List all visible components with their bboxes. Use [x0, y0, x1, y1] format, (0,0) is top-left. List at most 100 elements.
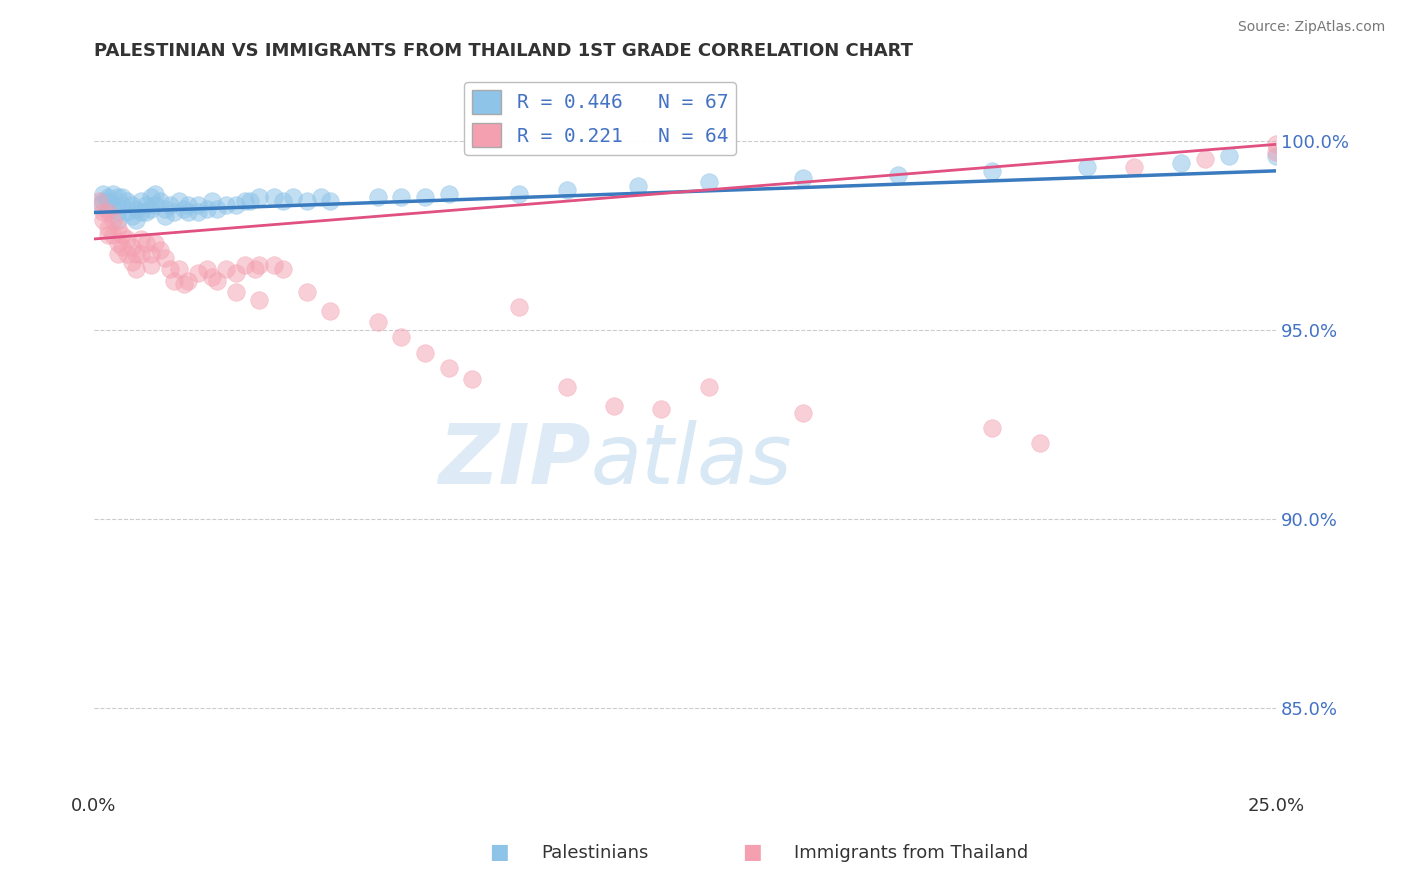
- Point: [145, 198, 167, 212]
- Point: [149, 194, 172, 208]
- Point: [129, 247, 152, 261]
- Point: [115, 232, 138, 246]
- Point: [93, 205, 115, 219]
- Point: [149, 244, 172, 258]
- Point: [101, 228, 124, 243]
- Point: [93, 194, 115, 208]
- Point: [197, 202, 219, 216]
- Text: ■: ■: [742, 842, 762, 862]
- Point: [159, 198, 181, 212]
- Text: Palestinians: Palestinians: [541, 844, 648, 862]
- Point: [249, 293, 271, 307]
- Point: [1028, 436, 1050, 450]
- Point: [1265, 145, 1288, 159]
- Point: [1194, 153, 1216, 167]
- Point: [281, 190, 304, 204]
- Point: [159, 262, 181, 277]
- Point: [263, 259, 285, 273]
- Point: [205, 274, 228, 288]
- Point: [1265, 149, 1288, 163]
- Point: [135, 235, 157, 250]
- Point: [97, 220, 120, 235]
- Point: [153, 202, 176, 216]
- Point: [225, 285, 247, 299]
- Point: [129, 194, 152, 208]
- Point: [508, 186, 530, 201]
- Point: [319, 194, 342, 208]
- Point: [111, 190, 134, 204]
- Point: [139, 259, 162, 273]
- Point: [697, 379, 720, 393]
- Point: [101, 213, 124, 227]
- Point: [97, 202, 120, 216]
- Point: [125, 213, 148, 227]
- Point: [177, 205, 200, 219]
- Point: [97, 205, 120, 219]
- Text: Source: ZipAtlas.com: Source: ZipAtlas.com: [1237, 20, 1385, 34]
- Point: [249, 259, 271, 273]
- Point: [697, 175, 720, 189]
- Point: [115, 247, 138, 261]
- Point: [197, 262, 219, 277]
- Point: [201, 194, 224, 208]
- Point: [101, 198, 124, 212]
- Point: [1218, 149, 1240, 163]
- Point: [981, 164, 1004, 178]
- Point: [792, 171, 814, 186]
- Point: [437, 186, 460, 201]
- Point: [271, 262, 294, 277]
- Point: [139, 202, 162, 216]
- Point: [389, 330, 412, 344]
- Point: [121, 198, 143, 212]
- Text: PALESTINIAN VS IMMIGRANTS FROM THAILAND 1ST GRADE CORRELATION CHART: PALESTINIAN VS IMMIGRANTS FROM THAILAND …: [94, 42, 912, 60]
- Point: [319, 304, 342, 318]
- Point: [981, 421, 1004, 435]
- Point: [461, 372, 484, 386]
- Point: [295, 194, 318, 208]
- Point: [437, 360, 460, 375]
- Text: ZIP: ZIP: [437, 420, 591, 501]
- Point: [139, 247, 162, 261]
- Point: [177, 274, 200, 288]
- Point: [271, 194, 294, 208]
- Point: [886, 168, 908, 182]
- Point: [93, 186, 115, 201]
- Point: [508, 300, 530, 314]
- Text: Immigrants from Thailand: Immigrants from Thailand: [794, 844, 1029, 862]
- Point: [205, 202, 228, 216]
- Text: atlas: atlas: [591, 420, 792, 501]
- Point: [225, 266, 247, 280]
- Point: [603, 399, 626, 413]
- Point: [115, 205, 138, 219]
- Point: [555, 183, 578, 197]
- Point: [1170, 156, 1192, 170]
- Point: [97, 194, 120, 208]
- Point: [111, 228, 134, 243]
- Point: [145, 186, 167, 201]
- Point: [121, 209, 143, 223]
- Point: [249, 190, 271, 204]
- Point: [121, 254, 143, 268]
- Point: [93, 213, 115, 227]
- Text: ■: ■: [489, 842, 509, 862]
- Point: [167, 262, 190, 277]
- Point: [233, 259, 256, 273]
- Point: [792, 406, 814, 420]
- Point: [173, 202, 195, 216]
- Point: [135, 198, 157, 212]
- Point: [107, 235, 129, 250]
- Point: [187, 205, 209, 219]
- Point: [125, 247, 148, 261]
- Point: [627, 179, 650, 194]
- Point: [107, 190, 129, 204]
- Point: [87, 198, 110, 212]
- Point: [215, 198, 238, 212]
- Point: [413, 190, 436, 204]
- Point: [555, 379, 578, 393]
- Point: [650, 402, 672, 417]
- Point: [125, 202, 148, 216]
- Point: [173, 277, 195, 292]
- Point: [389, 190, 412, 204]
- Point: [153, 209, 176, 223]
- Point: [97, 190, 120, 204]
